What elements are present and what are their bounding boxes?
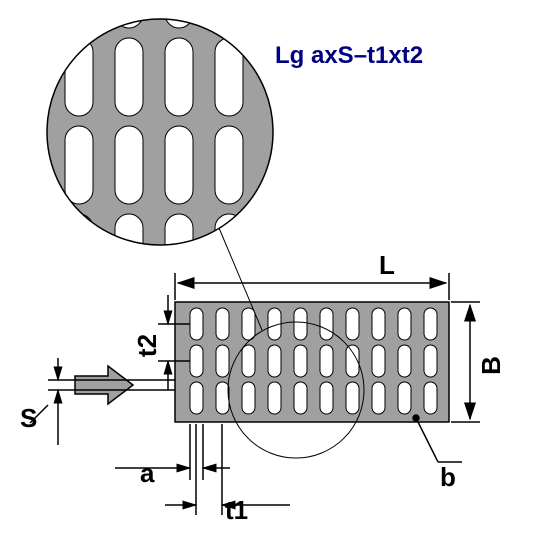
dimension-L xyxy=(175,273,449,300)
label-L: L xyxy=(379,250,395,281)
label-S: S xyxy=(20,403,37,434)
label-t1: t1 xyxy=(225,495,248,526)
magnifier xyxy=(40,0,280,292)
dimension-S xyxy=(30,358,175,445)
perforated-plate xyxy=(175,302,449,422)
dimension-a xyxy=(115,424,230,480)
label-t2: t2 xyxy=(132,334,163,357)
label-a: a xyxy=(140,458,154,489)
flow-arrow-icon xyxy=(75,366,133,404)
diagram-svg xyxy=(0,0,550,550)
label-B: B xyxy=(476,356,507,375)
diagram-title: Lg axS–t1xt2 xyxy=(275,42,423,70)
label-b: b xyxy=(440,462,456,493)
